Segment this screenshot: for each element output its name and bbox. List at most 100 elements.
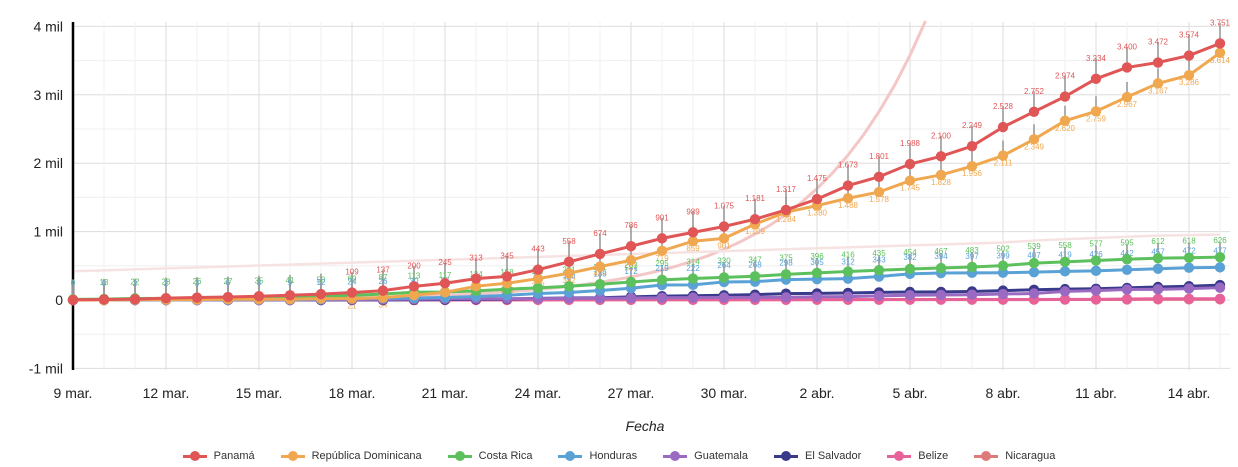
data-point [656, 245, 668, 257]
data-point [501, 271, 513, 282]
data-label: 1.380 [807, 209, 828, 218]
data-label: 0 [71, 279, 76, 288]
data-point [935, 262, 947, 274]
data-label: 200 [407, 261, 421, 270]
data-point [749, 214, 761, 225]
data-label: 113 [408, 271, 421, 280]
data-label: 6 [226, 279, 231, 288]
data-point [811, 193, 823, 205]
data-point [470, 280, 482, 292]
data-label: 1.578 [869, 195, 890, 204]
data-label: 901 [717, 241, 731, 250]
data-label: 859 [686, 244, 700, 253]
data-point [966, 140, 978, 152]
data-label: 13 [100, 278, 109, 287]
data-point [997, 288, 1009, 300]
data-label: 330 [717, 256, 731, 265]
data-label: 26 [379, 277, 388, 286]
data-label: 345 [500, 251, 514, 260]
data-label: 343 [872, 256, 886, 265]
data-point [625, 276, 637, 288]
data-label: 3.167 [1148, 86, 1169, 95]
data-label: 2.620 [1055, 124, 1076, 133]
data-point [160, 292, 172, 304]
data-label: 3.286 [1179, 78, 1200, 87]
data-label: 612 [1151, 237, 1165, 246]
data-label: 2.528 [993, 102, 1014, 111]
legend-item: Costa Rica [447, 450, 532, 462]
data-label: 989 [686, 207, 700, 216]
data-point [1121, 284, 1133, 295]
data-label: 298 [779, 259, 793, 268]
x-tick-label: 11 abr. [1075, 385, 1117, 401]
data-point [842, 273, 854, 284]
data-label: 2.967 [1117, 100, 1138, 109]
legend-label: Belize [918, 450, 949, 462]
data-point [1028, 257, 1040, 269]
data-point [1183, 252, 1195, 263]
data-point [718, 272, 730, 283]
data-point [377, 285, 389, 296]
data-point [625, 292, 637, 304]
legend-item: República Dominicana [280, 450, 422, 462]
data-label: 222 [686, 264, 700, 273]
data-point [997, 121, 1009, 133]
data-point [594, 278, 606, 290]
data-label: 3.614 [1210, 56, 1231, 65]
data-label: 2.759 [1086, 114, 1107, 123]
data-point [1090, 106, 1102, 117]
data-label: 626 [1213, 236, 1227, 245]
y-tick-label: 3 mil [33, 87, 63, 103]
data-label: 50 [317, 276, 326, 285]
data-label: 397 [965, 252, 979, 261]
data-label: 426 [1089, 250, 1103, 259]
data-label: 3.574 [1179, 31, 1200, 40]
data-point [873, 290, 885, 302]
data-point [1121, 264, 1133, 275]
data-label: 419 [1058, 250, 1072, 259]
data-point [1152, 293, 1164, 304]
data-point [749, 292, 761, 303]
data-point [563, 267, 575, 279]
data-label: 1.988 [900, 139, 921, 148]
data-point [1059, 115, 1071, 126]
data-label: 2.100 [931, 131, 952, 140]
data-label: 442 [1120, 249, 1134, 258]
data-point [1152, 78, 1164, 89]
data-label: 2.111 [994, 159, 1013, 168]
data-point [1059, 294, 1071, 305]
data-point [749, 271, 761, 282]
data-point [1152, 263, 1164, 274]
data-point [439, 278, 451, 289]
data-label: 901 [655, 213, 669, 222]
data-label: 1.745 [900, 184, 921, 193]
data-point [346, 287, 358, 298]
legend-label: El Salvador [804, 450, 862, 462]
data-point [842, 180, 854, 191]
data-label: 9 [71, 278, 76, 287]
data-label: 12 [317, 278, 326, 287]
x-tick-label: 9 mar. [54, 385, 93, 401]
data-label: 137 [376, 266, 390, 275]
data-label: 1.475 [807, 174, 828, 183]
data-label: 581 [624, 263, 638, 272]
data-point [842, 266, 854, 277]
data-label: 443 [531, 245, 545, 254]
data-label: 2.249 [962, 121, 983, 130]
data-label: 477 [1213, 246, 1227, 255]
data-point [470, 273, 482, 284]
legend-item: Nicaragua [974, 450, 1055, 462]
data-label: 1.956 [962, 169, 983, 178]
data-point [873, 171, 885, 183]
data-label: 719 [655, 254, 669, 263]
legend-item: Panamá [182, 450, 255, 462]
data-label: 26 [193, 277, 202, 286]
data-point [687, 292, 699, 303]
data-point [656, 292, 668, 304]
data-label: 483 [965, 246, 979, 255]
data-point [1028, 134, 1040, 145]
data-label: 24 [348, 277, 357, 286]
y-tick-label: 4 mil [33, 18, 63, 34]
data-point [966, 261, 978, 273]
data-label: 558 [562, 237, 576, 246]
